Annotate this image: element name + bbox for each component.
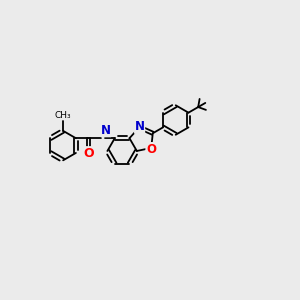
Text: O: O <box>146 142 156 156</box>
Text: N: N <box>135 120 145 133</box>
Text: O: O <box>83 147 94 160</box>
Text: N: N <box>101 124 111 137</box>
Text: H: H <box>102 127 111 136</box>
Text: CH₃: CH₃ <box>55 111 71 120</box>
